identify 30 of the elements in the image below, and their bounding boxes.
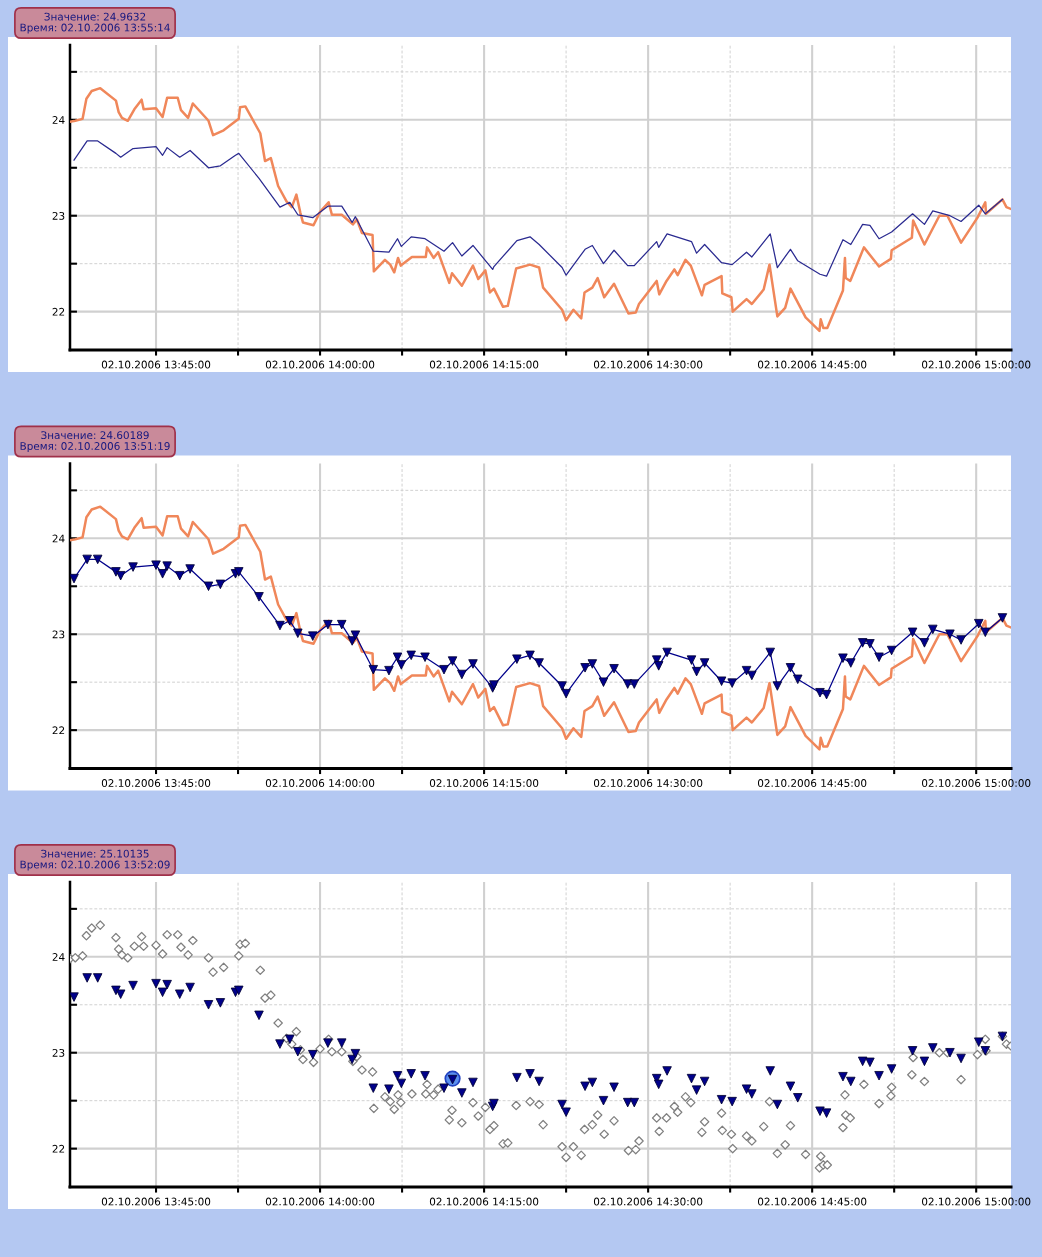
y-tick-label: 24 xyxy=(52,953,65,961)
x-tick-label: 02.10.2006 15:00:00 xyxy=(922,779,1031,787)
x-tick-label: 02.10.2006 14:30:00 xyxy=(593,779,703,787)
x-tick-label: 02.10.2006 14:30:00 xyxy=(593,1197,703,1206)
y-tick-label: 22 xyxy=(52,307,65,316)
y-tick-label: 24 xyxy=(52,116,65,124)
y-tick-label: 23 xyxy=(52,1048,65,1057)
text: Значение: 24.9632 Время: 02.10.2006 13:55:14 xyxy=(20,12,170,34)
x-tick-label: 02.10.2006 15:00:00 xyxy=(922,360,1031,369)
y-tick-label: 23 xyxy=(52,630,65,639)
y-tick-label: 23 xyxy=(52,211,65,220)
x-tick-label: 02.10.2006 14:15:00 xyxy=(429,779,539,787)
x-tick-label: 02.10.2006 14:15:00 xyxy=(429,360,539,369)
x-tick-label: 02.10.2006 14:45:00 xyxy=(757,779,867,787)
x-tick-label: 02.10.2006 14:00:00 xyxy=(265,779,375,787)
y-tick-label: 24 xyxy=(52,534,65,543)
x-tick-label: 02.10.2006 13:45:00 xyxy=(101,779,211,787)
y-tick-label: 22 xyxy=(52,726,65,735)
x-tick-label: 02.10.2006 13:45:00 xyxy=(101,360,211,369)
x-tick-label: 02.10.2006 14:45:00 xyxy=(757,1197,867,1206)
text: Значение: 25.10135 Время: 02.10.2006 13:52:09 xyxy=(20,849,170,871)
x-tick-label: 02.10.2006 14:00:00 xyxy=(265,360,375,369)
x-tick-label: 02.10.2006 15:00:00 xyxy=(922,1197,1031,1206)
x-tick-label: 02.10.2006 14:30:00 xyxy=(593,360,703,369)
y-tick-label: 22 xyxy=(52,1144,65,1153)
x-tick-label: 02.10.2006 14:00:00 xyxy=(265,1197,375,1206)
x-tick-label: 02.10.2006 13:45:00 xyxy=(101,1197,211,1206)
x-tick-label: 02.10.2006 14:15:00 xyxy=(429,1197,539,1206)
text: Значение: 24.60189 Время: 02.10.2006 13:51:19 xyxy=(20,431,170,452)
x-tick-label: 02.10.2006 14:45:00 xyxy=(757,360,867,369)
